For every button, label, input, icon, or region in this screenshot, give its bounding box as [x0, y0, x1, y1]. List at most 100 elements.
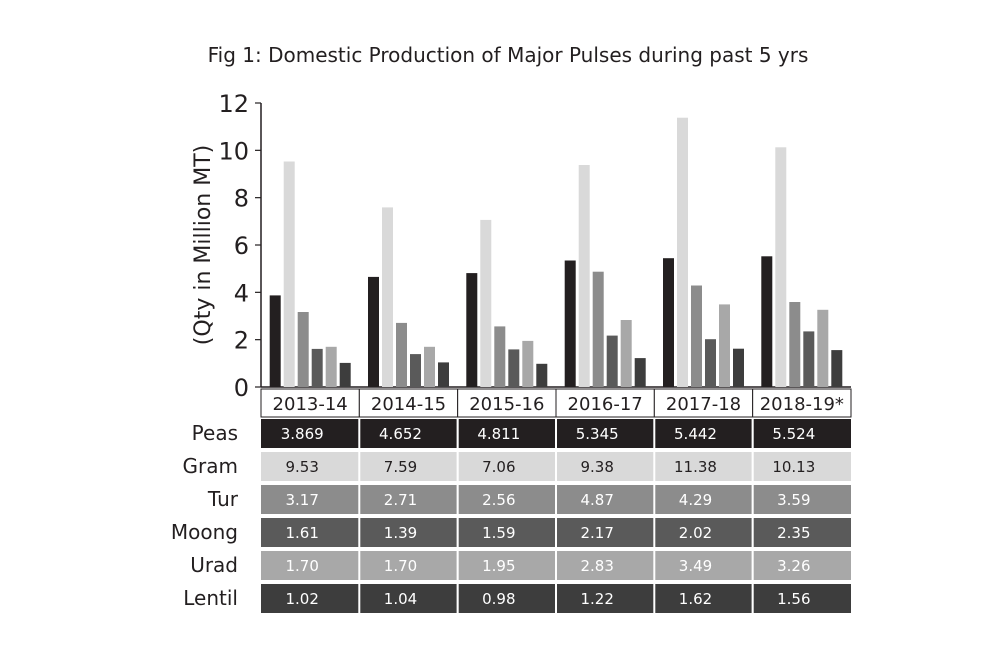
table-cell	[655, 452, 752, 481]
table-cell	[557, 584, 654, 613]
bar-urad	[522, 340, 534, 387]
table-cell	[261, 485, 359, 514]
data-label: 4.652	[379, 425, 422, 443]
bar-moong	[606, 335, 618, 387]
category-header-cell	[555, 388, 655, 418]
plot-area: 0 2 4 6 8 10 12	[218, 90, 851, 402]
table-cell	[753, 419, 851, 448]
bar-gram	[578, 165, 590, 387]
table-cell	[753, 518, 851, 547]
category-label: 2017-18	[666, 394, 741, 415]
data-label: 3.17	[285, 491, 318, 509]
data-label: 1.95	[482, 557, 515, 575]
data-label: 1.70	[384, 557, 417, 575]
bar-peas	[368, 276, 379, 387]
data-label: 4.87	[580, 491, 613, 509]
data-label: 3.59	[777, 491, 810, 509]
bar-lentil	[831, 350, 843, 387]
bar-tur	[297, 312, 309, 387]
data-label: 2.71	[384, 491, 417, 509]
data-label: 9.38	[580, 458, 613, 476]
table-cell	[753, 485, 851, 514]
data-label: 4.811	[477, 425, 520, 443]
table-cell	[655, 419, 752, 448]
bar-peas	[564, 260, 576, 387]
data-label: 1.39	[384, 524, 417, 542]
data-label: 9.53	[285, 458, 318, 476]
data-label: 1.04	[384, 590, 417, 608]
bar-lentil	[339, 362, 351, 387]
data-label: 1.59	[482, 524, 515, 542]
table-cell	[458, 584, 555, 613]
y-tick-label: 8	[234, 185, 249, 213]
bar-urad	[719, 304, 730, 387]
category-label: 2014-15	[371, 394, 446, 415]
table-cell	[261, 584, 359, 613]
data-label: 2.83	[580, 557, 613, 575]
data-label: 3.869	[281, 425, 324, 443]
bar-moong	[311, 348, 323, 387]
table-cell	[360, 551, 457, 580]
table-cell	[557, 419, 654, 448]
bar-lentil	[438, 362, 449, 387]
data-label: 1.56	[777, 590, 810, 608]
bar-gram	[382, 207, 393, 387]
table-cell	[261, 452, 359, 481]
y-tick-label: 12	[218, 90, 249, 118]
legend-label-peas: Peas	[192, 421, 238, 445]
data-label: 7.06	[482, 458, 515, 476]
data-label: 7.59	[384, 458, 417, 476]
category-label: 2016-17	[568, 394, 643, 415]
bar-lentil	[536, 363, 548, 387]
bar-tur	[691, 285, 702, 387]
y-tick-label: 0	[234, 374, 249, 402]
table-cell	[360, 485, 457, 514]
data-label: 1.22	[580, 590, 613, 608]
bar-peas	[761, 256, 773, 387]
table-cell	[360, 584, 457, 613]
legend-label-moong: Moong	[171, 520, 238, 544]
legend-label-lentil: Lentil	[183, 586, 238, 610]
data-label: 1.61	[285, 524, 318, 542]
bar-urad	[424, 346, 435, 387]
table-cell	[458, 551, 555, 580]
data-label: 11.38	[674, 458, 717, 476]
category-header-cell	[653, 388, 754, 418]
bar-peas	[269, 295, 281, 387]
table-cell	[557, 551, 654, 580]
y-tick-label: 4	[234, 279, 249, 307]
bar-urad	[620, 320, 632, 387]
chart-title: Fig 1: Domestic Production of Major Puls…	[208, 43, 809, 67]
data-label: 2.17	[580, 524, 613, 542]
bar-tur	[396, 322, 407, 387]
table-cell	[360, 518, 457, 547]
category-header-cell	[457, 388, 557, 418]
category-label: 2013-14	[273, 394, 348, 415]
data-label: 5.524	[772, 425, 815, 443]
data-table: 2013-14 2014-15 2015-16 2016-17 2017-18 2018-…	[171, 388, 852, 613]
category-label: 2015-16	[469, 394, 544, 415]
bar-gram	[775, 147, 787, 387]
legend-label-urad: Urad	[190, 553, 238, 577]
table-cell	[557, 518, 654, 547]
bar-moong	[508, 349, 520, 387]
category-header-cell	[752, 388, 852, 418]
bar-moong	[410, 354, 421, 387]
table-cell	[655, 485, 752, 514]
bar-moong	[803, 331, 815, 387]
bar-peas	[466, 273, 478, 387]
table-cell	[261, 518, 359, 547]
y-tick-label: 2	[234, 327, 249, 355]
bar-tur	[494, 326, 506, 387]
table-cell	[753, 551, 851, 580]
y-axis-label: (Qty in Million MT)	[191, 145, 216, 345]
data-label: 3.26	[777, 557, 810, 575]
bar-urad	[817, 309, 829, 387]
table-cell	[655, 518, 752, 547]
table-cell	[360, 419, 457, 448]
legend-label-tur: Tur	[207, 487, 239, 511]
bar-moong	[705, 339, 716, 387]
table-cell	[458, 518, 555, 547]
data-label: 10.13	[772, 458, 815, 476]
